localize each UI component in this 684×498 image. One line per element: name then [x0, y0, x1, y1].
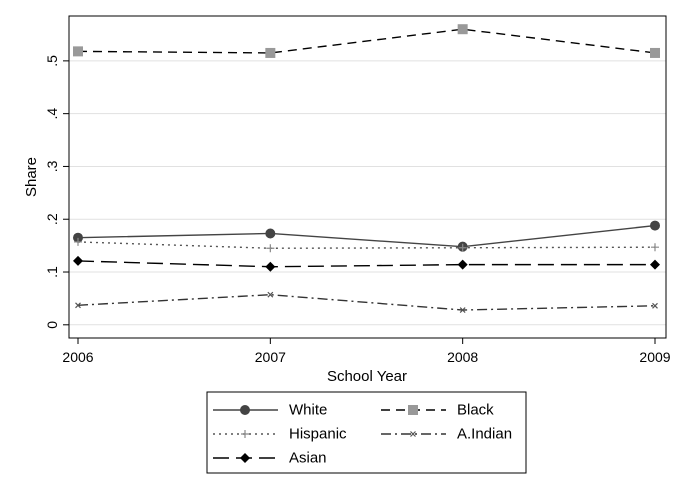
legend-label: White	[289, 402, 327, 419]
series-line-asian	[77, 260, 655, 268]
series-a-indian	[75, 291, 658, 313]
x-tick-label: 2009	[639, 349, 670, 365]
x-tick-label: 2007	[255, 349, 286, 365]
series-asian	[73, 255, 660, 272]
data-point	[458, 243, 467, 252]
data-point	[265, 47, 276, 58]
data-point	[459, 307, 466, 313]
y-tick-label: .5	[44, 55, 60, 67]
legend: White Black Hispanic A.Indian Asian	[206, 391, 527, 474]
legend-item-black: Black	[381, 402, 494, 419]
legend-label: Hispanic	[289, 426, 347, 443]
data-point	[267, 291, 274, 298]
y-tick-label: .3	[44, 160, 60, 172]
data-point	[457, 259, 468, 270]
series-white	[73, 220, 660, 252]
legend-label: A.Indian	[457, 426, 512, 443]
legend-label: Asian	[289, 450, 327, 467]
data-point	[650, 220, 660, 231]
data-point	[240, 453, 250, 463]
series-hispanic	[74, 237, 659, 253]
series-line-a-indian	[77, 294, 656, 311]
legend-item-a-indian: A.Indian	[381, 426, 512, 443]
data-point	[457, 24, 468, 35]
data-point	[266, 244, 275, 253]
y-tick-label: .1	[44, 266, 60, 278]
y-tick-label: .4	[44, 108, 60, 120]
series-black	[73, 24, 660, 58]
data-point	[410, 431, 416, 437]
data-point	[650, 47, 660, 58]
x-axis-title: School Year	[327, 368, 407, 385]
data-point	[265, 261, 276, 272]
data-point	[74, 237, 82, 246]
series-line-hispanic	[77, 241, 656, 249]
gridlines	[69, 60, 666, 326]
legend-item-hispanic: Hispanic	[213, 426, 347, 443]
x-axis: 2006 2007 2008 2009	[62, 338, 671, 365]
legend-item-asian: Asian	[213, 450, 327, 467]
data-point	[75, 302, 81, 309]
y-tick-label: 0	[44, 321, 60, 329]
data-point	[240, 405, 250, 415]
legend-box	[206, 391, 527, 474]
series-line-black	[77, 28, 656, 54]
data-point	[241, 430, 249, 438]
y-axis: 0 .1 .2 .3 .4 .5	[44, 55, 69, 329]
data-point	[408, 405, 418, 415]
data-point	[73, 46, 83, 57]
data-point	[651, 243, 659, 252]
data-point	[265, 228, 276, 239]
series-layer	[73, 24, 660, 313]
x-tick-label: 2008	[447, 349, 478, 365]
legend-label: Black	[457, 402, 494, 419]
y-tick-label: .2	[44, 213, 60, 225]
data-point	[73, 255, 83, 266]
y-axis-title: Share	[23, 157, 40, 197]
x-tick-label: 2006	[62, 349, 93, 365]
series-line-white	[77, 224, 656, 248]
legend-item-white: White	[213, 402, 327, 419]
plot-frame	[68, 15, 667, 339]
data-point	[652, 302, 658, 309]
data-point	[650, 259, 660, 270]
